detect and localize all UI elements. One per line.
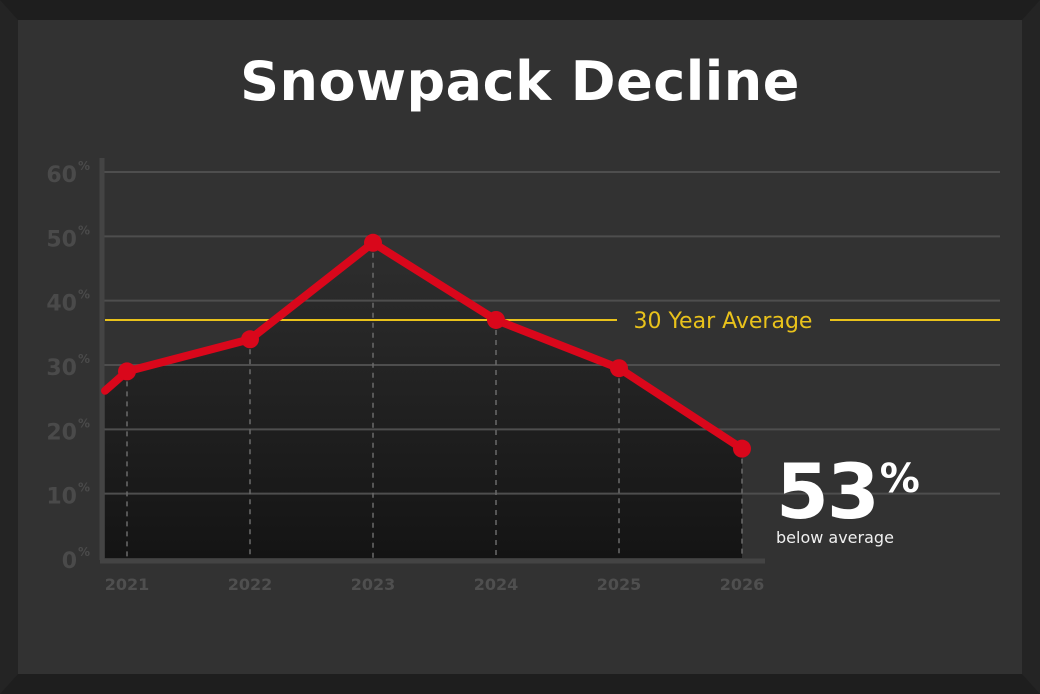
y-tick-suffix-20: % [78,416,90,430]
data-point-2024 [487,310,505,329]
y-tick-label-40: 40 [46,292,77,317]
callout-unit: % [879,456,920,502]
x-tick-label-2021: 2021 [105,575,150,594]
y-tick-label-20: 20 [46,420,77,445]
average-line-label: 30 Year Average [634,309,813,334]
data-point-2021 [118,362,136,381]
chart-title: Snowpack Decline [240,50,800,113]
x-tick-label-2023: 2023 [351,575,396,594]
y-tick-label-30: 30 [46,356,77,381]
y-tick-suffix-60: % [78,159,90,173]
data-point-2026 [733,439,751,458]
x-tick-label-2022: 2022 [228,575,273,594]
data-point-2025 [610,359,628,378]
callout-value: 53 [776,447,880,536]
y-tick-suffix-10: % [78,481,90,495]
y-tick-suffix-40: % [78,288,90,302]
y-tick-suffix-0: % [78,545,90,559]
y-tick-label-50: 50 [46,227,77,252]
callout-label: below average [776,528,894,547]
data-point-2023 [364,233,382,252]
y-tick-label-10: 10 [46,485,77,510]
callout: 53% below average [776,447,920,548]
y-tick-label-60: 60 [46,163,77,188]
x-tick-label-2026: 2026 [720,575,765,594]
y-tick-label-0: 0 [62,549,77,574]
y-tick-suffix-30: % [78,352,90,366]
data-point-2022 [241,330,259,349]
x-tick-label-2025: 2025 [597,575,642,594]
x-tick-label-2024: 2024 [474,575,519,594]
y-tick-suffix-50: % [78,223,90,237]
area-fill [105,242,742,558]
